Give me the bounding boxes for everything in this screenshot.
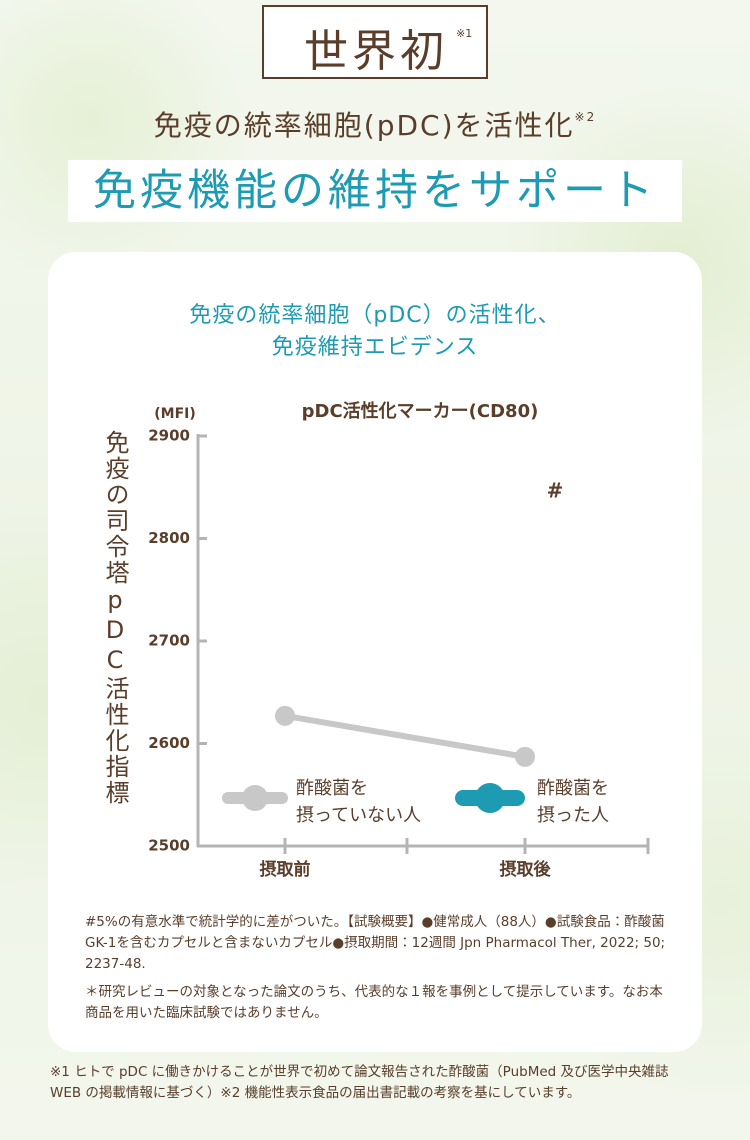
subtitle-text: 免疫の統率細胞(pDC)を活性化	[153, 109, 575, 142]
footnote: ※1 ヒトで pDC に働きかけることが世界で初めて論文報告された酢酸菌（Pub…	[50, 1064, 669, 1101]
point	[515, 746, 535, 767]
y-tick-label: 2800	[148, 529, 190, 547]
subtitle: 免疫の統率細胞(pDC)を活性化※2	[0, 104, 750, 144]
legend-label: 酢酸菌を摂っていない人	[296, 778, 421, 826]
legend-label: 酢酸菌を摂った人	[537, 778, 609, 826]
headline: 免疫機能の維持をサポート	[68, 160, 682, 222]
point	[275, 705, 295, 726]
chart-title: pDC活性化マーカー(CD80)	[302, 400, 539, 422]
y-tick-label: 2700	[148, 632, 190, 650]
note: ＊研究レビューの対象となった論文のうち、代表的な１報を事例として提示しています。…	[85, 984, 663, 1021]
notes: #5%の有意水準で統計学的に差がついた。【試験概要】●健常成人（88人）●試験食…	[85, 912, 670, 1031]
legend-swatch-dot	[242, 785, 268, 811]
note: #5%の有意水準で統計学的に差がついた。【試験概要】●健常成人（88人）●試験食…	[85, 914, 666, 972]
y-axis-label: 免疫の司令塔pDC活性化指標	[101, 430, 129, 806]
badge: 世界初 ※1	[262, 5, 488, 79]
annotation: #	[547, 479, 564, 503]
x-tick-label: 摂取後	[500, 859, 552, 880]
card-title: 免疫の統率細胞（pDC）の活性化、 免疫維持エビデンス	[189, 303, 561, 360]
badge-text: 世界初	[304, 26, 448, 77]
subtitle-note: ※2	[574, 110, 597, 124]
legend-swatch-dot	[475, 783, 505, 813]
x-tick-label: 摂取前	[260, 859, 311, 880]
y-unit: (MFI)	[154, 406, 196, 422]
badge-note: ※1	[456, 27, 473, 40]
card	[48, 252, 702, 1052]
y-tick-label: 2900	[148, 427, 190, 445]
series-line	[284, 712, 526, 760]
y-tick-label: 2500	[148, 837, 190, 855]
y-tick-label: 2600	[148, 734, 190, 752]
